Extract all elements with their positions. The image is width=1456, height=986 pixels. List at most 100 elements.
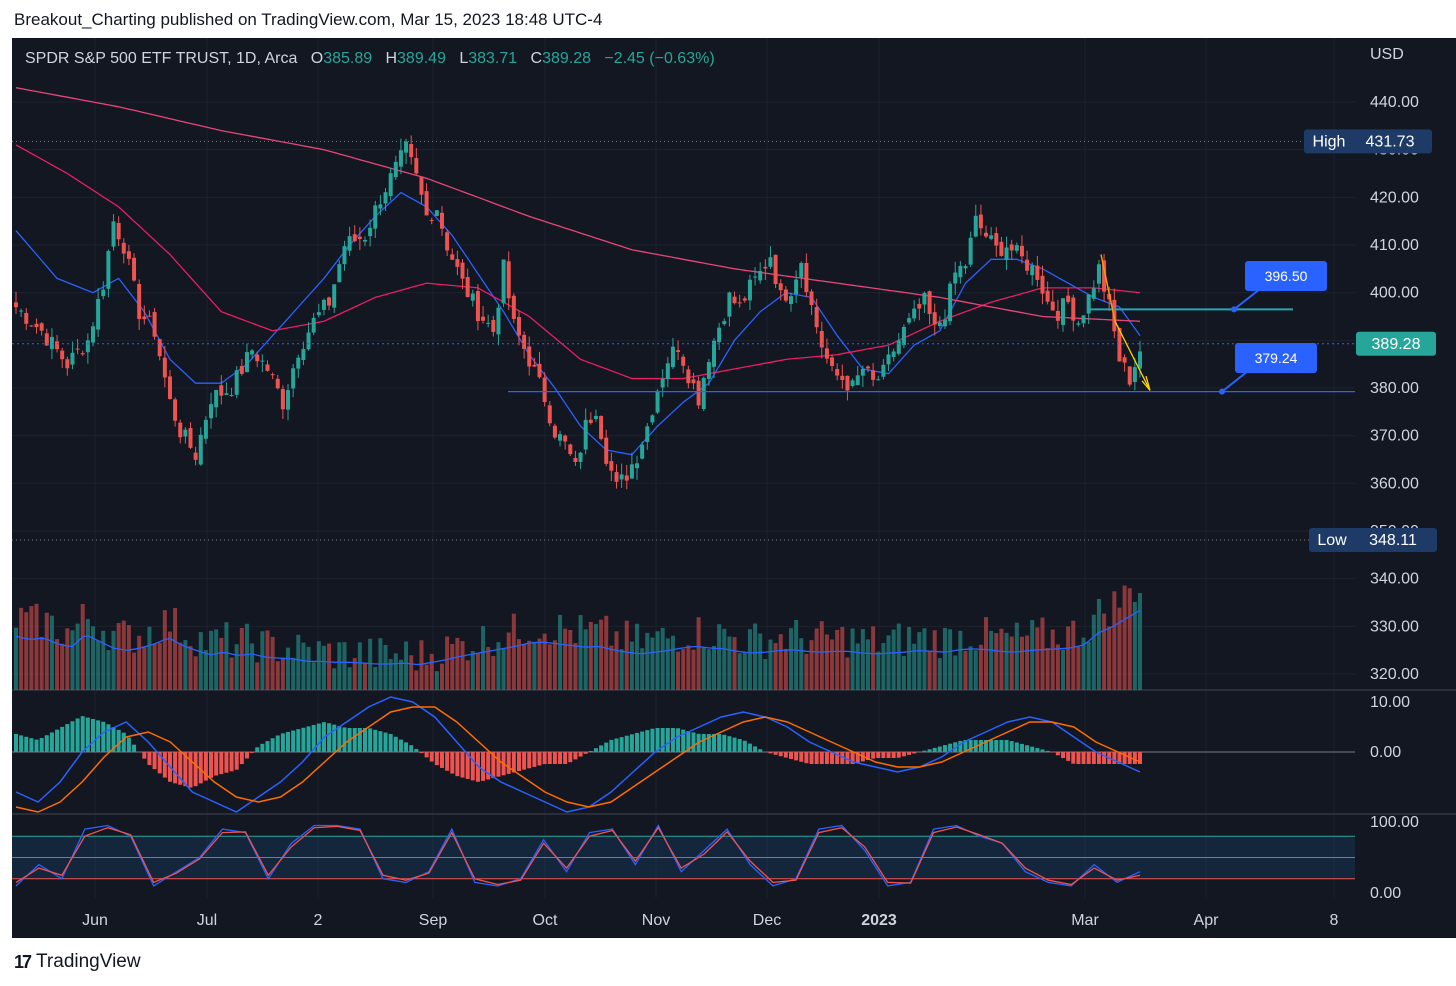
macd-histogram-bar	[147, 752, 152, 765]
candle-body	[368, 227, 373, 237]
candle-body	[244, 352, 249, 373]
volume-bar	[701, 647, 706, 690]
volume-bar	[1081, 637, 1086, 690]
candle-body	[542, 377, 547, 403]
currency-label[interactable]: USD	[1370, 46, 1404, 63]
candle-body	[537, 363, 542, 378]
volume-bar	[871, 626, 876, 690]
candle-body	[568, 444, 573, 455]
callout-label-lower: 379.24	[1255, 350, 1298, 366]
callout-label-upper: 396.50	[1265, 268, 1308, 284]
candle-body	[486, 322, 491, 324]
macd-histogram-bar	[327, 723, 332, 752]
candle-body	[691, 379, 696, 384]
symbol-legend[interactable]: SPDR S&P 500 ETF TRUST, 1D, Arca O385.89…	[25, 50, 715, 68]
candle-body	[34, 323, 39, 328]
chart-svg[interactable]: 440.00430.00420.00410.00400.00380.00370.…	[12, 38, 1456, 938]
macd-histogram-bar	[614, 738, 619, 752]
candle-body	[891, 351, 896, 357]
candle-body	[1019, 245, 1024, 257]
macd-histogram-bar	[563, 752, 568, 764]
x-tick-label: Apr	[1194, 912, 1220, 929]
macd-histogram-bar	[830, 752, 835, 764]
volume-bar	[850, 628, 855, 690]
candle-body	[219, 385, 224, 396]
macd-histogram-bar	[419, 752, 424, 754]
macd-histogram-bar	[183, 752, 188, 787]
volume-bar	[224, 622, 229, 690]
candle-body	[260, 360, 265, 362]
volume-bar	[193, 656, 198, 690]
macd-histogram-bar	[101, 721, 106, 752]
candle-body	[178, 422, 183, 438]
footer[interactable]: 17 TradingView	[14, 951, 141, 973]
callout-pointer-upper	[1233, 288, 1261, 311]
candle-body	[696, 380, 701, 406]
volume-bar	[219, 637, 224, 690]
volume-bar	[1076, 646, 1081, 690]
candle-body	[39, 323, 44, 331]
callout-pointer-lower	[1221, 370, 1249, 393]
volume-bar	[229, 657, 234, 690]
volume-bar	[296, 634, 301, 690]
macd-histogram-bar	[840, 752, 845, 764]
x-tick-label: Mar	[1071, 912, 1099, 929]
volume-bar	[922, 628, 927, 690]
candle-body	[24, 312, 29, 324]
volume-bar	[388, 659, 393, 690]
macd-histogram-bar	[34, 739, 39, 752]
candle-body	[393, 161, 398, 178]
volume-bar	[481, 626, 486, 690]
volume-bar	[989, 630, 994, 690]
macd-histogram-bar	[244, 752, 249, 759]
volume-bar	[132, 652, 137, 690]
candle-body	[1045, 290, 1050, 302]
candle-body	[814, 307, 819, 328]
macd-histogram-bar	[1019, 743, 1024, 752]
candle-body	[1091, 288, 1096, 299]
macd-histogram-bar	[1035, 748, 1040, 752]
candle-body	[306, 332, 311, 350]
chart-frame[interactable]: 440.00430.00420.00410.00400.00380.00370.…	[12, 38, 1456, 938]
macd-histogram-bar	[876, 752, 881, 758]
volume-bar	[978, 644, 983, 690]
candle-body	[758, 270, 763, 281]
macd-histogram-bar	[532, 752, 537, 767]
candle-body	[1035, 265, 1040, 280]
volume-bar	[624, 620, 629, 690]
volume-bar	[1117, 607, 1122, 690]
volume-bar	[352, 658, 357, 690]
candle-body	[881, 364, 886, 377]
volume-bar	[1050, 629, 1055, 690]
candle-body	[373, 205, 378, 229]
macd-histogram-bar	[942, 745, 947, 752]
candle-body	[614, 472, 619, 482]
macd-histogram-bar	[978, 740, 983, 752]
macd-histogram-bar	[306, 726, 311, 752]
open-label: O	[310, 50, 324, 67]
volume-bar	[306, 646, 311, 690]
candle-body	[516, 316, 521, 336]
macd-histogram-bar	[234, 752, 239, 770]
candle-body	[619, 474, 624, 480]
volume-bar	[409, 655, 414, 690]
macd-histogram-bar	[686, 731, 691, 752]
volume-bar	[1107, 626, 1112, 690]
candle-body	[794, 279, 799, 295]
candle-body	[70, 352, 75, 365]
candle-body	[296, 357, 301, 369]
volume-bar	[937, 658, 942, 690]
volume-bar	[629, 641, 634, 690]
macd-histogram-bar	[1117, 752, 1122, 764]
macd-histogram-bar	[619, 737, 624, 752]
candle-body	[753, 276, 758, 278]
candle-body	[942, 319, 947, 327]
candle-body	[44, 333, 49, 346]
candle-body	[270, 374, 275, 376]
macd-histogram-bar	[542, 752, 547, 765]
candle-body	[655, 390, 660, 413]
volume-bar	[958, 630, 963, 690]
candle-body	[819, 331, 824, 348]
footer-brand: TradingView	[36, 951, 141, 972]
macd-histogram-bar	[445, 752, 450, 771]
